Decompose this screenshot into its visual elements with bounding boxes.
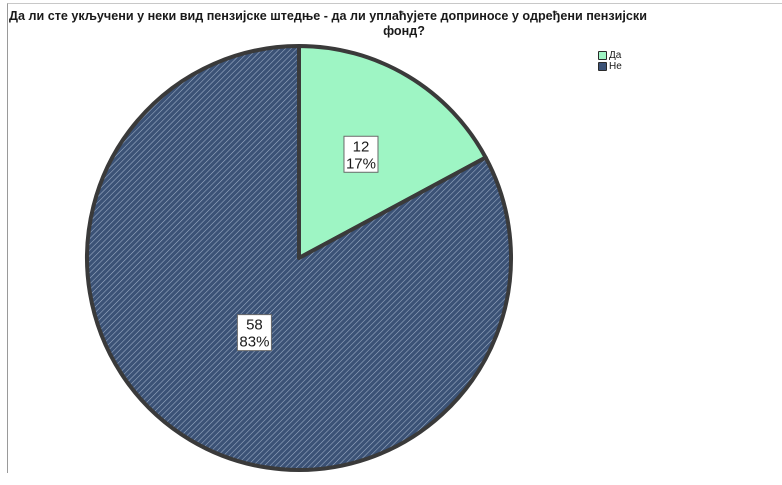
legend-label-da: Да bbox=[609, 50, 622, 61]
legend-label-ne: Не bbox=[609, 61, 622, 72]
pie-slice-da bbox=[297, 44, 488, 260]
chart-title-line-1: Да ли сте укључени у неки вид пензијске … bbox=[9, 9, 647, 23]
legend-swatch-ne bbox=[598, 62, 607, 71]
chart-title-line-2: фонд? bbox=[383, 24, 425, 38]
slice-percent-label: 17% bbox=[346, 155, 376, 172]
chart-frame bbox=[7, 3, 782, 473]
legend-item-ne: Не bbox=[598, 61, 622, 72]
slice-percent-label: 83% bbox=[239, 334, 269, 351]
pie-slices bbox=[85, 44, 513, 472]
slice-label-box bbox=[236, 314, 272, 352]
pie-slice-ne bbox=[85, 44, 513, 472]
legend: Да Не bbox=[598, 50, 622, 72]
slice-value-label: 12 bbox=[353, 138, 370, 155]
legend-item-da: Да bbox=[598, 50, 622, 61]
chart-title: Да ли сте укључени у неки вид пензијске … bbox=[9, 9, 782, 39]
slice-label-box bbox=[343, 135, 379, 173]
legend-swatch-da bbox=[598, 51, 607, 60]
slice-value-label: 58 bbox=[246, 317, 263, 334]
